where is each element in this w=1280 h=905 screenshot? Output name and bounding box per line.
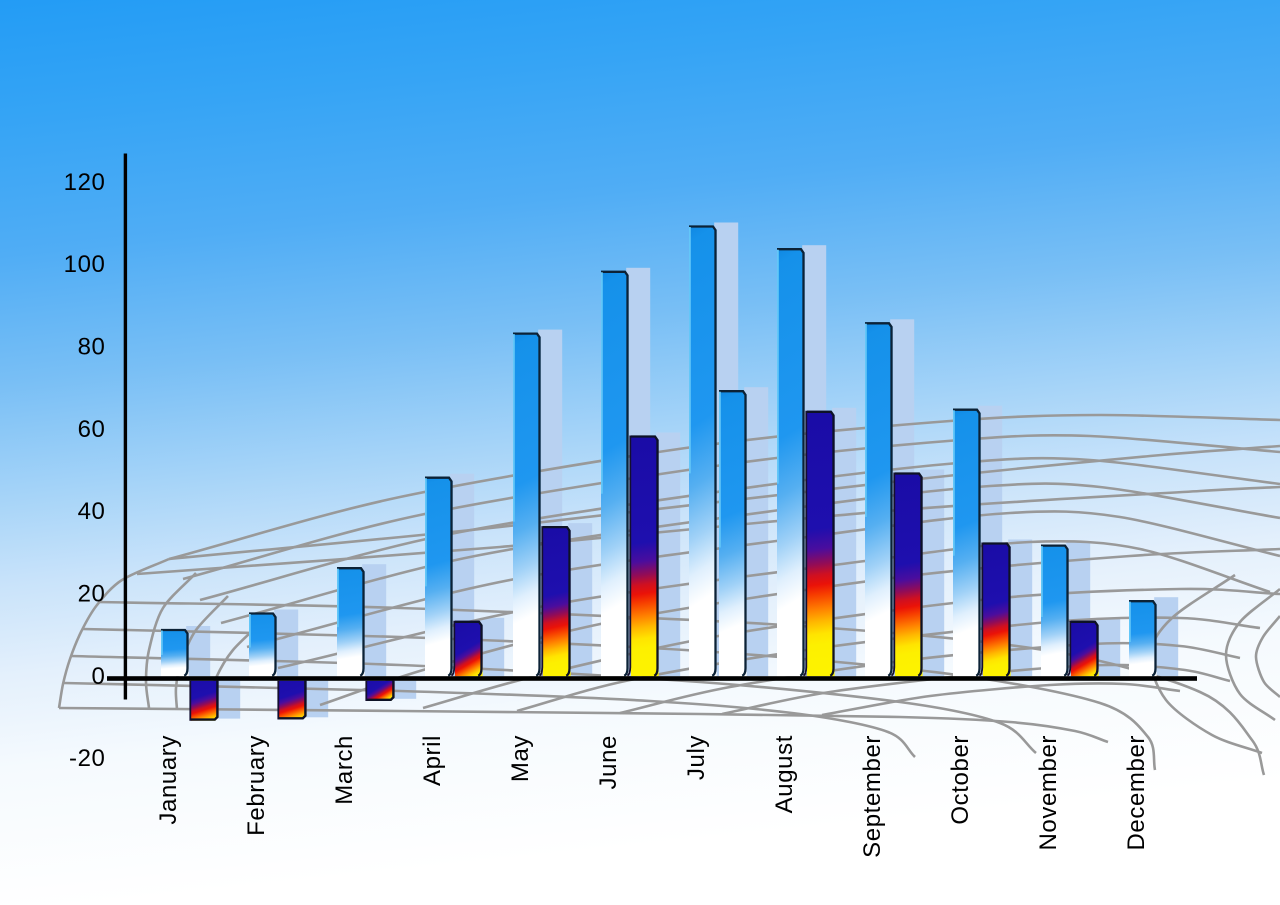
svg-text:May: May	[507, 735, 534, 782]
svg-text:March: March	[331, 735, 358, 805]
svg-text:60: 60	[78, 416, 106, 443]
svg-text:20: 20	[78, 581, 106, 608]
svg-text:July: July	[683, 735, 710, 780]
svg-text:February: February	[243, 735, 270, 836]
svg-text:40: 40	[78, 498, 106, 525]
svg-text:June: June	[595, 735, 622, 789]
svg-text:August: August	[771, 735, 798, 813]
svg-text:September: September	[859, 735, 886, 858]
svg-text:120: 120	[64, 169, 106, 196]
svg-text:January: January	[155, 735, 182, 825]
svg-text:December: December	[1123, 735, 1150, 851]
svg-text:November: November	[1035, 735, 1062, 851]
svg-text:-20: -20	[69, 745, 106, 772]
svg-text:April: April	[419, 735, 446, 786]
svg-text:80: 80	[78, 334, 106, 361]
svg-text:0: 0	[92, 663, 106, 690]
svg-text:October: October	[947, 735, 974, 825]
svg-text:100: 100	[64, 251, 106, 278]
